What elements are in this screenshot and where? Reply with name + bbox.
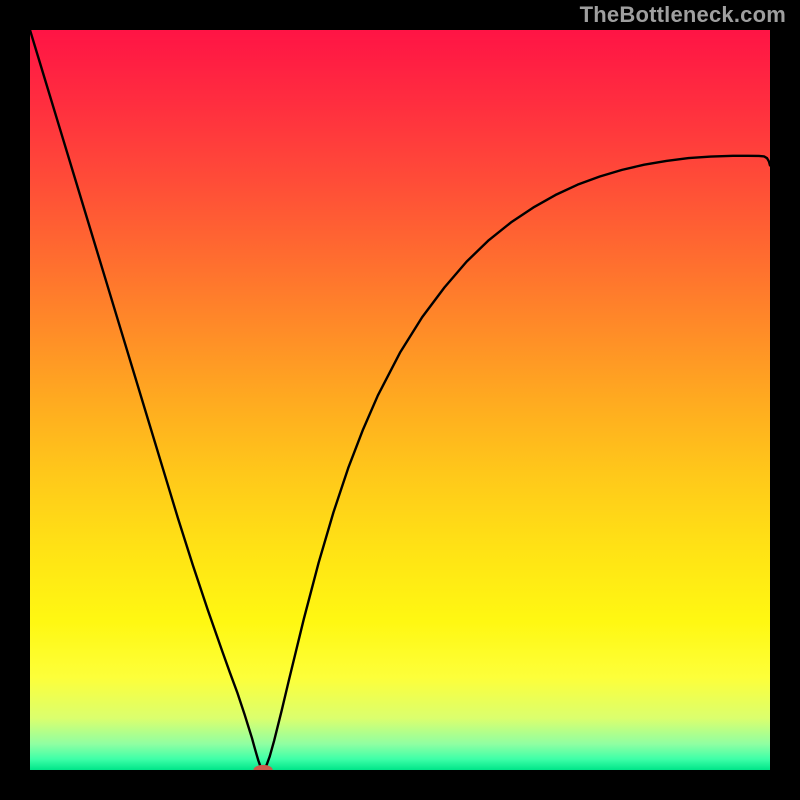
- watermark-text: TheBottleneck.com: [580, 2, 786, 28]
- plot-area: [30, 30, 770, 770]
- chart-container: TheBottleneck.com: [0, 0, 800, 800]
- chart-svg: [30, 30, 770, 770]
